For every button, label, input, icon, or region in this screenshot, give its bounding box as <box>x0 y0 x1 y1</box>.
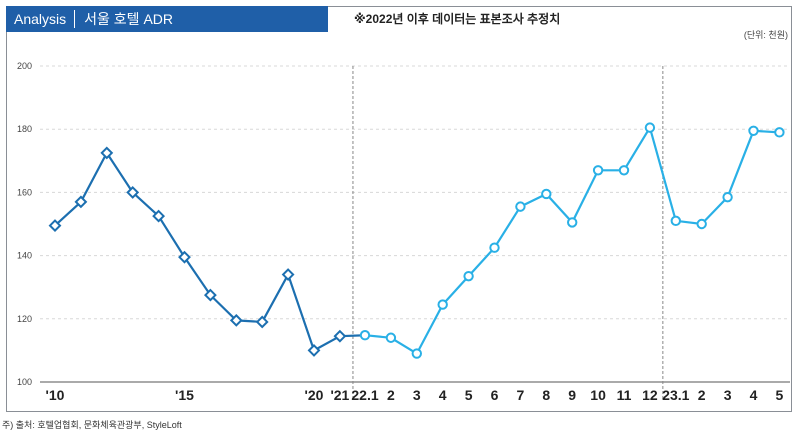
monthly-point <box>748 125 759 136</box>
annual-point <box>307 343 321 357</box>
x-tick-label: 2 <box>698 387 706 403</box>
data-note: ※2022년 이후 데이터는 표본조사 추정치 <box>354 12 561 26</box>
x-tick-label: 11 <box>617 387 632 403</box>
annual-point <box>255 315 269 329</box>
annual-point <box>178 250 191 264</box>
y-tick-label: 160 <box>17 187 32 197</box>
annual-point <box>100 146 114 160</box>
annual-point <box>48 219 62 232</box>
x-tick-label: '10 <box>46 387 65 403</box>
x-tick-label: 5 <box>465 387 473 403</box>
monthly-point <box>541 188 552 200</box>
unit-label: (단위: 천원) <box>743 30 788 40</box>
x-tick-label: 4 <box>750 387 758 403</box>
monthly-point <box>774 127 785 138</box>
x-tick-label: 2 <box>387 387 395 403</box>
annual-point <box>229 313 243 327</box>
y-tick-label: 180 <box>17 124 32 134</box>
x-tick-label: '21 <box>330 387 349 403</box>
line-chart: 100 120 140 160 180 200 '10 '15 '20 '21 22.1 2 3 4 5 6 7… <box>17 61 790 403</box>
y-tick-label: 200 <box>17 61 32 71</box>
annual-point <box>152 209 166 223</box>
x-tick-label: 22.1 <box>351 387 378 403</box>
x-tick-label: 4 <box>439 387 447 403</box>
x-tick-label: 7 <box>517 387 525 403</box>
monthly-point <box>722 191 733 203</box>
annual-series-line <box>54 150 366 352</box>
monthly-point <box>592 165 604 176</box>
y-tick-label: 140 <box>17 251 32 261</box>
annual-point <box>203 288 217 302</box>
x-tick-label: 8 <box>542 387 550 403</box>
x-tick-label: 5 <box>776 387 784 403</box>
monthly-point <box>385 332 397 343</box>
monthly-point <box>670 215 681 227</box>
monthly-point <box>411 348 422 359</box>
x-tick-label: 23.1 <box>662 387 689 403</box>
annual-point <box>126 185 140 199</box>
y-tick-label: 120 <box>17 314 32 324</box>
y-tick-label: 100 <box>17 377 32 387</box>
monthly-series-line <box>364 124 780 356</box>
x-tick-label: 9 <box>568 387 576 403</box>
annual-point <box>74 195 88 209</box>
monthly-point <box>489 242 500 253</box>
monthly-point <box>437 299 448 310</box>
monthly-point <box>515 201 526 212</box>
monthly-point <box>567 217 578 228</box>
annual-point <box>333 329 347 343</box>
annual-point <box>281 268 295 281</box>
monthly-point <box>696 218 707 230</box>
monthly-point <box>463 270 474 282</box>
x-tick-label: 6 <box>491 387 499 403</box>
monthly-point <box>359 330 371 341</box>
x-tick-label: 12 <box>642 387 658 403</box>
source-note: 주) 출처: 호텔업협회, 문화체육관광부, StyleLoft <box>2 420 182 430</box>
chart-frame <box>6 6 792 412</box>
x-tick-label: '15 <box>175 387 194 403</box>
monthly-point <box>618 165 630 176</box>
x-tick-label: 3 <box>724 387 732 403</box>
x-tick-label: 3 <box>413 387 421 403</box>
x-tick-label: '20 <box>305 387 324 403</box>
x-tick-label: 10 <box>590 387 606 403</box>
monthly-point <box>644 122 656 133</box>
header-tag: Analysis <box>6 10 76 28</box>
chart-title: 서울 호텔 ADR <box>84 11 173 27</box>
chart-header: Analysis 서울 호텔 ADR <box>6 6 328 32</box>
